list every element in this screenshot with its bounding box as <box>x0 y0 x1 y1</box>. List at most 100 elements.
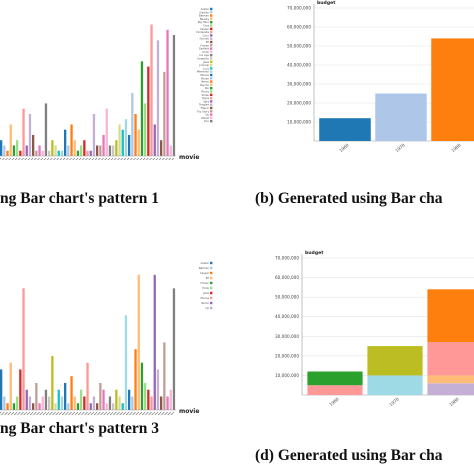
caption-b: (b) Generated using Bar cha <box>255 190 443 207</box>
legend-entry: Garfield <box>199 47 210 51</box>
legend-swatch <box>210 60 213 63</box>
bar <box>121 129 124 156</box>
legend-swatch <box>210 90 213 93</box>
legend-swatch <box>210 301 213 305</box>
bar <box>19 369 22 410</box>
y-tick-label: 20,000,000 <box>287 101 311 106</box>
bar <box>115 389 118 410</box>
legend-entry: Lucy <box>203 66 209 70</box>
bar <box>41 396 44 410</box>
bar <box>19 150 22 156</box>
x-tick-label: 1980 <box>450 142 462 153</box>
bar <box>150 24 153 156</box>
legend-swatch <box>210 67 213 70</box>
bar <box>9 124 12 156</box>
bar <box>140 362 144 410</box>
legend-entry: Toy Story <box>197 109 209 113</box>
bar <box>38 145 41 156</box>
bar <box>96 403 99 410</box>
y-tick-label: 10,000,000 <box>275 373 299 378</box>
bar <box>6 403 9 410</box>
bar-segment <box>367 346 423 376</box>
legend-swatch <box>210 73 213 77</box>
bar-segment <box>307 371 363 386</box>
bar <box>60 396 64 410</box>
bar <box>44 103 48 156</box>
bar <box>35 382 38 410</box>
legend-swatch <box>210 40 213 44</box>
chart-panel-b: 10,000,000 20,000,000 30,000,000 40,000,000… <box>262 0 474 160</box>
bar <box>144 103 147 156</box>
legend-swatch <box>210 96 213 100</box>
bar <box>0 369 3 410</box>
legend-entry: Moana <box>200 73 209 77</box>
bar <box>51 140 54 156</box>
bar <box>172 288 176 410</box>
legend-entry: Jaws <box>202 60 209 64</box>
bar-segment <box>307 385 363 395</box>
legend-swatch <box>210 120 213 123</box>
chart-panel-d: 10,000,000 20,000,000 30,000,000 40,000,000… <box>262 250 474 415</box>
bar <box>156 40 160 156</box>
y-tick-label: 20,000,000 <box>275 353 299 358</box>
legend-swatch <box>210 291 213 295</box>
bar <box>147 389 150 410</box>
bar-segment <box>427 289 474 343</box>
bar <box>150 396 153 410</box>
bar <box>102 134 105 156</box>
chart-panel-a: movie Avatar Aladdin Batman Beauty Big Hero Ca… <box>0 0 238 166</box>
bar <box>6 150 9 156</box>
legend-swatch <box>210 7 213 11</box>
bar <box>73 396 76 410</box>
legend-swatch <box>210 30 213 34</box>
bar <box>70 376 73 410</box>
y-tick-label: 50,000,000 <box>275 295 299 300</box>
bar <box>92 396 96 410</box>
bar <box>112 145 115 156</box>
legend-entry: Batman <box>199 14 210 18</box>
legend-swatch <box>210 21 213 24</box>
legend-entry: Rocky <box>201 90 209 94</box>
bar <box>166 396 169 410</box>
legend-entry: Casper <box>200 271 210 275</box>
legend-entry: Hook <box>202 286 209 290</box>
x-tick-label: 1980 <box>448 396 460 407</box>
caption-d: (d) Generated using Bar cha <box>255 447 443 464</box>
y-tick-label: 30,000,000 <box>275 334 299 339</box>
bar <box>67 145 70 156</box>
legend-swatch <box>210 77 213 80</box>
x-axis-label: movie <box>179 154 199 160</box>
legend-swatch <box>210 271 213 275</box>
bar <box>70 124 73 156</box>
bar <box>166 29 169 157</box>
y-tick-label: 60,000,000 <box>287 25 311 30</box>
legend-swatch <box>210 103 213 106</box>
legend-entry: Dumbo <box>200 37 210 41</box>
bar <box>41 150 44 156</box>
bar <box>22 108 25 156</box>
legend-swatch <box>210 34 213 37</box>
bar <box>431 38 474 141</box>
bar <box>89 150 92 156</box>
legend-swatch <box>210 306 213 310</box>
legend-entry: Nemo <box>201 80 209 84</box>
bar <box>48 396 51 410</box>
legend-entry: Ice Age <box>199 53 209 57</box>
legend-entry: Tangled <box>199 103 209 107</box>
legend-swatch <box>210 87 213 90</box>
legend-swatch <box>210 110 213 113</box>
bar <box>124 119 128 156</box>
x-tick-label: 1960 <box>328 396 340 407</box>
bar <box>92 113 96 156</box>
legend-swatch <box>210 286 213 290</box>
chart-d: 10,000,000 20,000,000 30,000,000 40,000,000… <box>275 250 474 407</box>
y-tick-label: 60,000,000 <box>275 275 299 280</box>
chart-b: 10,000,000 20,000,000 30,000,000 40,000,000… <box>287 0 474 153</box>
bar <box>99 145 102 156</box>
legend-entry: Jumanji <box>198 63 209 67</box>
bar <box>160 140 163 156</box>
bar <box>22 288 25 410</box>
bar <box>57 389 60 410</box>
bar <box>140 61 144 156</box>
bar <box>16 396 19 410</box>
